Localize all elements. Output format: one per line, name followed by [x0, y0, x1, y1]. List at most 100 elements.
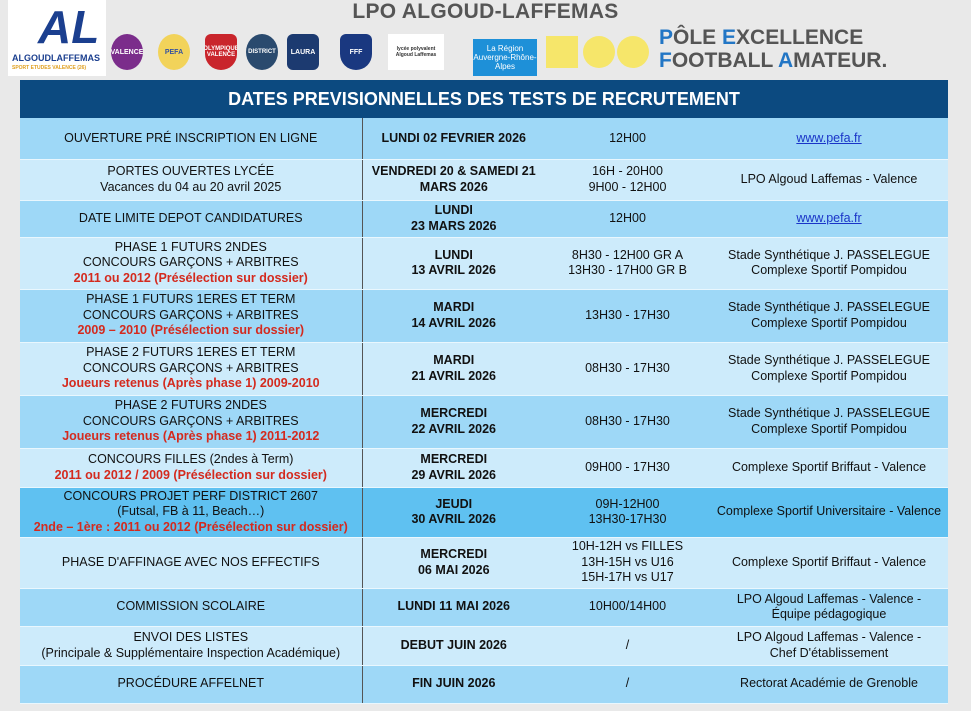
globe-icon: [583, 36, 615, 68]
date-line: LUNDI: [434, 203, 473, 217]
date-line: 22 AVRIL 2026: [411, 421, 497, 436]
calendar-icon: [546, 36, 578, 68]
date-line: MARDI: [433, 300, 475, 314]
website-link[interactable]: www.pefa.fr: [796, 130, 862, 145]
date-line: DEBUT JUIN 2026: [400, 637, 507, 652]
date-line: 23 MARS 2026: [411, 218, 497, 233]
time-line: 13H30 - 17H30: [585, 307, 670, 322]
time-line: 15H-17H vs U17: [581, 570, 674, 585]
date-cell: MARDI 21 AVRIL 2026: [362, 342, 545, 396]
eligibility-note: 2011 ou 2012 / 2009 (Présélection sur do…: [54, 467, 327, 482]
event-line: DATE LIMITE DEPOT CANDIDATURES: [78, 210, 303, 225]
date-line: VENDREDI 20 & SAMEDI 21: [371, 164, 536, 178]
table-row: CONCOURS PROJET PERF DISTRICT 2607 (Futsa…: [20, 487, 948, 538]
event-cell: PHASE 1 FUTURS 1ERES ET TERM CONCOURS GAR…: [20, 289, 363, 343]
time-cell: /: [545, 665, 710, 704]
table-row: PHASE D'AFFINAGE AVEC NOS EFFECTIFS MERCR…: [20, 537, 948, 589]
table-row: PORTES OUVERTES LYCÉE Vacances du 04 au 2…: [20, 159, 948, 201]
date-cell: LUNDI 23 MARS 2026: [362, 200, 545, 238]
table-row: PHASE 1 FUTURS 1ERES ET TERM CONCOURS GAR…: [20, 289, 948, 343]
date-cell: MARDI 14 AVRIL 2026: [362, 289, 545, 343]
time-line: 9H00 - 12H00: [588, 179, 667, 194]
event-cell: PHASE 2 FUTURS 1ERES ET TERM CONCOURS GAR…: [20, 342, 363, 396]
event-line: PHASE 1 FUTURS 2NDES: [114, 239, 267, 254]
event-cell: DATE LIMITE DEPOT CANDIDATURES: [20, 200, 363, 238]
date-line: 29 AVRIL 2026: [411, 467, 497, 482]
time-line: 08H30 - 17H30: [585, 360, 670, 375]
table-row: PHASE 1 FUTURS 2NDES CONCOURS GARÇONS + A…: [20, 237, 948, 290]
eligibility-note: 2nde – 1ère : 2011 ou 2012 (Présélection…: [33, 519, 348, 534]
event-line: PORTES OUVERTES LYCÉE: [107, 164, 275, 178]
date-cell: FIN JUIN 2026: [362, 665, 545, 704]
time-cell: 8H30 - 12H00 GR A 13H30 - 17H00 GR B: [545, 237, 710, 290]
date-line: 06 MAI 2026: [417, 562, 490, 577]
time-line: 08H30 - 17H30: [585, 413, 670, 428]
place-line: Complexe Sportif Pompidou: [751, 368, 907, 383]
eligibility-note: Joueurs retenus (Après phase 1) 2009-201…: [61, 376, 320, 391]
time-cell: 08H30 - 17H30: [545, 342, 710, 396]
event-line: COMMISSION SCOLAIRE: [116, 599, 266, 614]
place-line: LPO Algoud Laffemas - Valence: [740, 171, 918, 186]
event-line: CONCOURS GARÇONS + ARBITRES: [82, 360, 299, 375]
date-line: 13 AVRIL 2026: [411, 263, 497, 277]
place-line: Équipe pédagogique: [771, 607, 887, 621]
date-cell: MERCREDI 06 MAI 2026: [362, 537, 545, 589]
date-cell: VENDREDI 20 & SAMEDI 21 MARS 2026: [362, 159, 545, 201]
time-line: 12H00: [609, 130, 646, 145]
date-line: LUNDI 02 FEVRIER 2026: [381, 130, 527, 145]
pefa-logo: PEFA: [158, 34, 190, 70]
table-row: OUVERTURE PRÉ INSCRIPTION EN LIGNE LUNDI …: [20, 118, 948, 160]
date-line: MARDI: [433, 353, 475, 367]
time-cell: 16H - 20H00 9H00 - 12H00: [545, 159, 710, 201]
place-cell: Complexe Sportif Briffaut - Valence: [710, 448, 948, 488]
event-line: PHASE D'AFFINAGE AVEC NOS EFFECTIFS: [61, 554, 320, 569]
time-line: 13H30-17H30: [588, 512, 667, 526]
event-line: PHASE 2 FUTURS 2NDES: [114, 398, 267, 413]
logo-mark: AL: [38, 1, 100, 53]
date-line: LUNDI: [434, 247, 473, 262]
table-row: CONCOURS FILLES (2ndes à Term) 2011 ou 20…: [20, 448, 948, 488]
region-logo: La Région Auvergne-Rhône-Alpes: [473, 39, 537, 76]
eligibility-note: 2011 ou 2012 (Présélection sur dossier): [73, 270, 308, 285]
date-line: MERCREDI: [420, 452, 488, 466]
date-cell: LUNDI 11 MAI 2026: [362, 588, 545, 627]
event-cell: CONCOURS FILLES (2ndes à Term) 2011 ou 20…: [20, 448, 363, 488]
event-cell: PHASE 2 FUTURS 2NDES CONCOURS GARÇONS + A…: [20, 395, 363, 449]
time-line: 13H-15H vs U16: [581, 554, 674, 569]
event-cell: OUVERTURE PRÉ INSCRIPTION EN LIGNE: [20, 118, 363, 160]
date-line: MERCREDI: [420, 547, 488, 561]
place-line: Chef D'établissement: [769, 645, 889, 660]
place-line: Rectorat Académie de Grenoble: [740, 676, 918, 691]
place-line: Complexe Sportif Briffaut - Valence: [731, 554, 927, 569]
valence-logo: VALENCE: [111, 34, 143, 70]
place-line: Complexe Sportif Briffaut - Valence: [731, 459, 927, 474]
time-line: 09H-12H00: [595, 496, 660, 511]
date-line: 21 AVRIL 2026: [411, 368, 497, 383]
date-line: MARS 2026: [419, 179, 488, 194]
event-line: CONCOURS PROJET PERF DISTRICT 2607: [63, 488, 318, 503]
time-line: /: [625, 676, 630, 691]
event-line: CONCOURS GARÇONS + ARBITRES: [82, 413, 299, 428]
date-cell: MERCREDI 29 AVRIL 2026: [362, 448, 545, 488]
time-cell: 09H-12H00 13H30-17H30: [545, 487, 710, 538]
logo-name: ALGOUDLAFFEMAS: [12, 53, 100, 63]
date-line: MERCREDI: [420, 406, 488, 420]
time-cell: /: [545, 626, 710, 666]
date-cell: MERCREDI 22 AVRIL 2026: [362, 395, 545, 449]
time-line: 16H - 20H00: [592, 164, 663, 178]
schedule-table: OUVERTURE PRÉ INSCRIPTION EN LIGNE LUNDI …: [20, 118, 948, 704]
time-cell: 13H30 - 17H30: [545, 289, 710, 343]
website-link[interactable]: www.pefa.fr: [796, 210, 862, 225]
place-line: Complexe Sportif Universitaire - Valence: [716, 504, 942, 519]
event-line: PHASE 2 FUTURS 1ERES ET TERM: [86, 345, 296, 360]
event-cell: PHASE D'AFFINAGE AVEC NOS EFFECTIFS: [20, 537, 363, 589]
event-line: PROCÉDURE AFFELNET: [117, 676, 265, 691]
logo-sub: SPORT ETUDES VALENCE (26): [12, 65, 87, 71]
place-cell: Stade Synthétique J. PASSELEGUE Complexe …: [710, 237, 948, 290]
event-line: (Futsal, FB à 11, Beach…): [117, 504, 265, 519]
time-cell: 09H00 - 17H30: [545, 448, 710, 488]
place-cell: Complexe Sportif Universitaire - Valence: [710, 487, 948, 538]
place-line: Complexe Sportif Pompidou: [751, 315, 907, 330]
place-line: Stade Synthétique J. PASSELEGUE: [728, 300, 930, 314]
eligibility-note: 2009 – 2010 (Présélection sur dossier): [77, 323, 304, 338]
